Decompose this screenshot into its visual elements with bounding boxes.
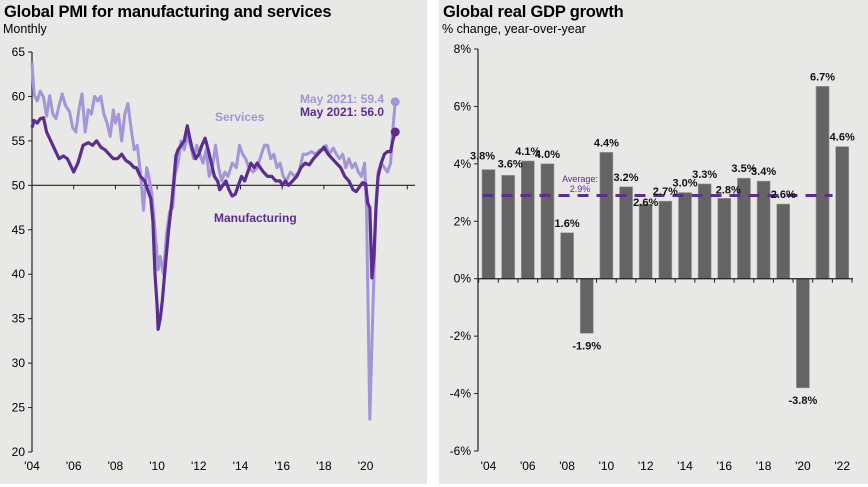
gdp-y-tick-label: 4% <box>454 157 472 171</box>
gdp-data-labels: 3.8%3.6%4.1%4.0%1.6%-1.9%4.4%3.2%2.6%2.7… <box>470 71 855 407</box>
pmi-y-tick-label: 55 <box>12 134 26 148</box>
gdp-data-label-2022: 4.6% <box>830 132 855 144</box>
gdp-y-tick-label: 6% <box>454 99 472 113</box>
gdp-x-tick-label: '18 <box>756 459 772 473</box>
pmi-x-tick-label: '06 <box>66 459 82 473</box>
gdp-bar-2006 <box>521 160 535 280</box>
pmi-chart-subtitle: Monthly <box>3 22 47 36</box>
manufacturing-series-label: Manufacturing <box>214 211 297 225</box>
gdp-y-tick-label: -6% <box>450 444 472 458</box>
gdp-bar-2016 <box>717 198 732 280</box>
gdp-bar-2005 <box>501 175 515 280</box>
gdp-bar-2014 <box>678 192 692 280</box>
gdp-x-tick-label: '08 <box>559 459 575 473</box>
gdp-bars <box>481 86 850 389</box>
gdp-chart-panel: Global real GDP growth % change, year-ov… <box>439 0 868 484</box>
pmi-x-tick-label: '14 <box>233 459 249 473</box>
gdp-average-label-line2: 2.9% <box>570 184 591 194</box>
gdp-data-label-2014: 3.0% <box>672 178 697 190</box>
gdp-y-tick-label: -4% <box>450 387 472 401</box>
gdp-bar-2013 <box>658 200 673 280</box>
gdp-x-tick-label: '22 <box>834 459 850 473</box>
gdp-data-label-2015: 3.3% <box>692 169 717 181</box>
pmi-lines <box>30 62 400 421</box>
gdp-x-tick-label: '06 <box>520 459 536 473</box>
gdp-average-label-line1: Average: <box>562 174 598 184</box>
services-end-label: May 2021: 59.4 <box>300 92 384 106</box>
gdp-data-label-2018: 3.4% <box>751 166 776 178</box>
pmi-y-tick-label: 35 <box>12 312 26 326</box>
pmi-y-tick-label: 30 <box>12 356 26 370</box>
gdp-bar-2012 <box>638 203 653 280</box>
gdp-bar-2022 <box>835 146 850 280</box>
gdp-bar-2021 <box>815 86 830 280</box>
gdp-bar-2011 <box>619 186 633 280</box>
manufacturing-end-marker <box>390 127 400 137</box>
services-line <box>30 62 397 421</box>
gdp-data-label-2016: 2.8% <box>716 184 741 196</box>
gdp-bar-2010 <box>599 152 614 280</box>
gdp-data-label-2005: 3.6% <box>498 158 523 170</box>
pmi-y-tick-label: 65 <box>12 45 26 59</box>
gdp-chart-title: Global real GDP growth <box>443 3 624 21</box>
gdp-y-tick-label: 8% <box>454 42 472 56</box>
gdp-data-label-2012: 2.6% <box>633 197 658 209</box>
gdp-data-label-2004: 3.8% <box>470 151 495 163</box>
pmi-y-tick-label: 20 <box>12 445 26 459</box>
gdp-average-line-group: Average:2.9% <box>482 174 833 197</box>
pmi-x-tick-label: '08 <box>108 459 124 473</box>
gdp-x-tick-label: '04 <box>481 459 497 473</box>
gdp-data-label-2008: 1.6% <box>555 218 580 230</box>
gdp-data-label-2019: 2.6% <box>771 189 796 201</box>
pmi-axes: 20 25 30 35 40 45 50 55 60 65 '04 '06 '08 '10 '12 '14 '1… <box>12 45 415 473</box>
gdp-y-tick-label: 2% <box>454 214 472 228</box>
pmi-y-tick-label: 45 <box>12 223 26 237</box>
gdp-bar-2019 <box>776 203 791 280</box>
gdp-data-label-2011: 3.2% <box>614 172 639 184</box>
manufacturing-end-label: May 2021: 56.0 <box>300 105 384 119</box>
pmi-line-chart: 20 25 30 35 40 45 50 55 60 65 '04 '06 '08 '10 '12 '14 '1… <box>12 45 415 473</box>
gdp-data-label-2007: 4.0% <box>535 149 560 161</box>
gdp-bar-2007 <box>540 163 555 280</box>
manufacturing-line <box>30 116 397 331</box>
pmi-x-tick-label: '12 <box>191 459 207 473</box>
gdp-data-label-2013: 2.7% <box>653 186 678 198</box>
gdp-bar-2004 <box>481 169 496 280</box>
pmi-y-tick-label: 60 <box>12 89 26 103</box>
gdp-bar-2009 <box>579 278 594 334</box>
services-end-marker <box>390 97 400 107</box>
pmi-x-tick-label: '04 <box>24 459 40 473</box>
gdp-bar-2015 <box>697 183 712 280</box>
gdp-x-tick-label: '10 <box>599 459 615 473</box>
pmi-y-tick-label: 50 <box>12 178 26 192</box>
gdp-y-tick-label: 0% <box>454 272 472 286</box>
gdp-data-label-2006: 4.1% <box>515 146 540 158</box>
gdp-x-tick-label: '12 <box>638 459 654 473</box>
gdp-data-label-2017: 3.5% <box>731 163 756 175</box>
pmi-x-tick-label: '18 <box>316 459 332 473</box>
gdp-data-label-2010: 4.4% <box>594 137 619 149</box>
services-series-label: Services <box>215 110 265 124</box>
pmi-y-tick-label: 40 <box>12 267 26 281</box>
pmi-x-tick-label: '10 <box>149 459 165 473</box>
pmi-y-tick-label: 25 <box>12 401 26 415</box>
gdp-y-tick-label: -2% <box>450 329 472 343</box>
pmi-chart-panel: Global PMI for manufacturing and service… <box>0 0 427 484</box>
gdp-x-tick-label: '16 <box>716 459 732 473</box>
gdp-axes: -6% -4% -2% 0% 2% 4% 6% 8% '04 '06 '08 '10 '12 '14 '16… <box>450 42 854 473</box>
gdp-x-tick-label: '14 <box>677 459 693 473</box>
gdp-x-tick-label: '20 <box>795 459 811 473</box>
pmi-chart-title: Global PMI for manufacturing and service… <box>4 3 332 21</box>
pmi-x-tick-label: '20 <box>358 459 374 473</box>
gdp-data-label-2009: -1.9% <box>572 340 601 352</box>
pmi-x-tick-label: '16 <box>274 459 290 473</box>
gdp-data-label-2021: 6.7% <box>810 71 835 83</box>
gdp-bar-2020 <box>796 278 810 389</box>
gdp-bar-chart: -6% -4% -2% 0% 2% 4% 6% 8% '04 '06 '08 '10 '12 '14 '16… <box>450 42 855 473</box>
gdp-chart-subtitle: % change, year-over-year <box>442 22 586 36</box>
gdp-data-label-2020: -3.8% <box>789 395 818 407</box>
gdp-bar-2008 <box>560 232 574 280</box>
